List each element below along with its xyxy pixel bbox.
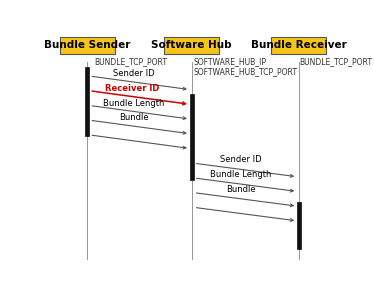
Text: Bundle Receiver: Bundle Receiver — [251, 41, 347, 51]
Text: Bundle Length: Bundle Length — [210, 170, 272, 179]
Bar — [190, 94, 194, 180]
Bar — [164, 37, 219, 54]
Text: Receiver ID: Receiver ID — [105, 84, 159, 93]
Text: Software Hub: Software Hub — [151, 41, 232, 51]
Text: Sender ID: Sender ID — [220, 155, 262, 164]
Bar — [297, 202, 301, 249]
Text: SOFTWARE_HUB_IP
SOFTWARE_HUB_TCP_PORT: SOFTWARE_HUB_IP SOFTWARE_HUB_TCP_PORT — [193, 57, 297, 76]
Text: Bundle: Bundle — [119, 113, 148, 122]
Bar — [60, 37, 115, 54]
Text: Bundle: Bundle — [226, 185, 256, 194]
Text: BUNDLE_TCP_PORT: BUNDLE_TCP_PORT — [95, 57, 168, 66]
Text: Bundle Length: Bundle Length — [103, 99, 165, 108]
Bar — [272, 37, 327, 54]
Bar — [85, 67, 89, 136]
Text: Bundle Sender: Bundle Sender — [44, 41, 131, 51]
Text: BUNDLE_TCP_PORT: BUNDLE_TCP_PORT — [299, 57, 372, 66]
Text: Sender ID: Sender ID — [113, 69, 154, 78]
